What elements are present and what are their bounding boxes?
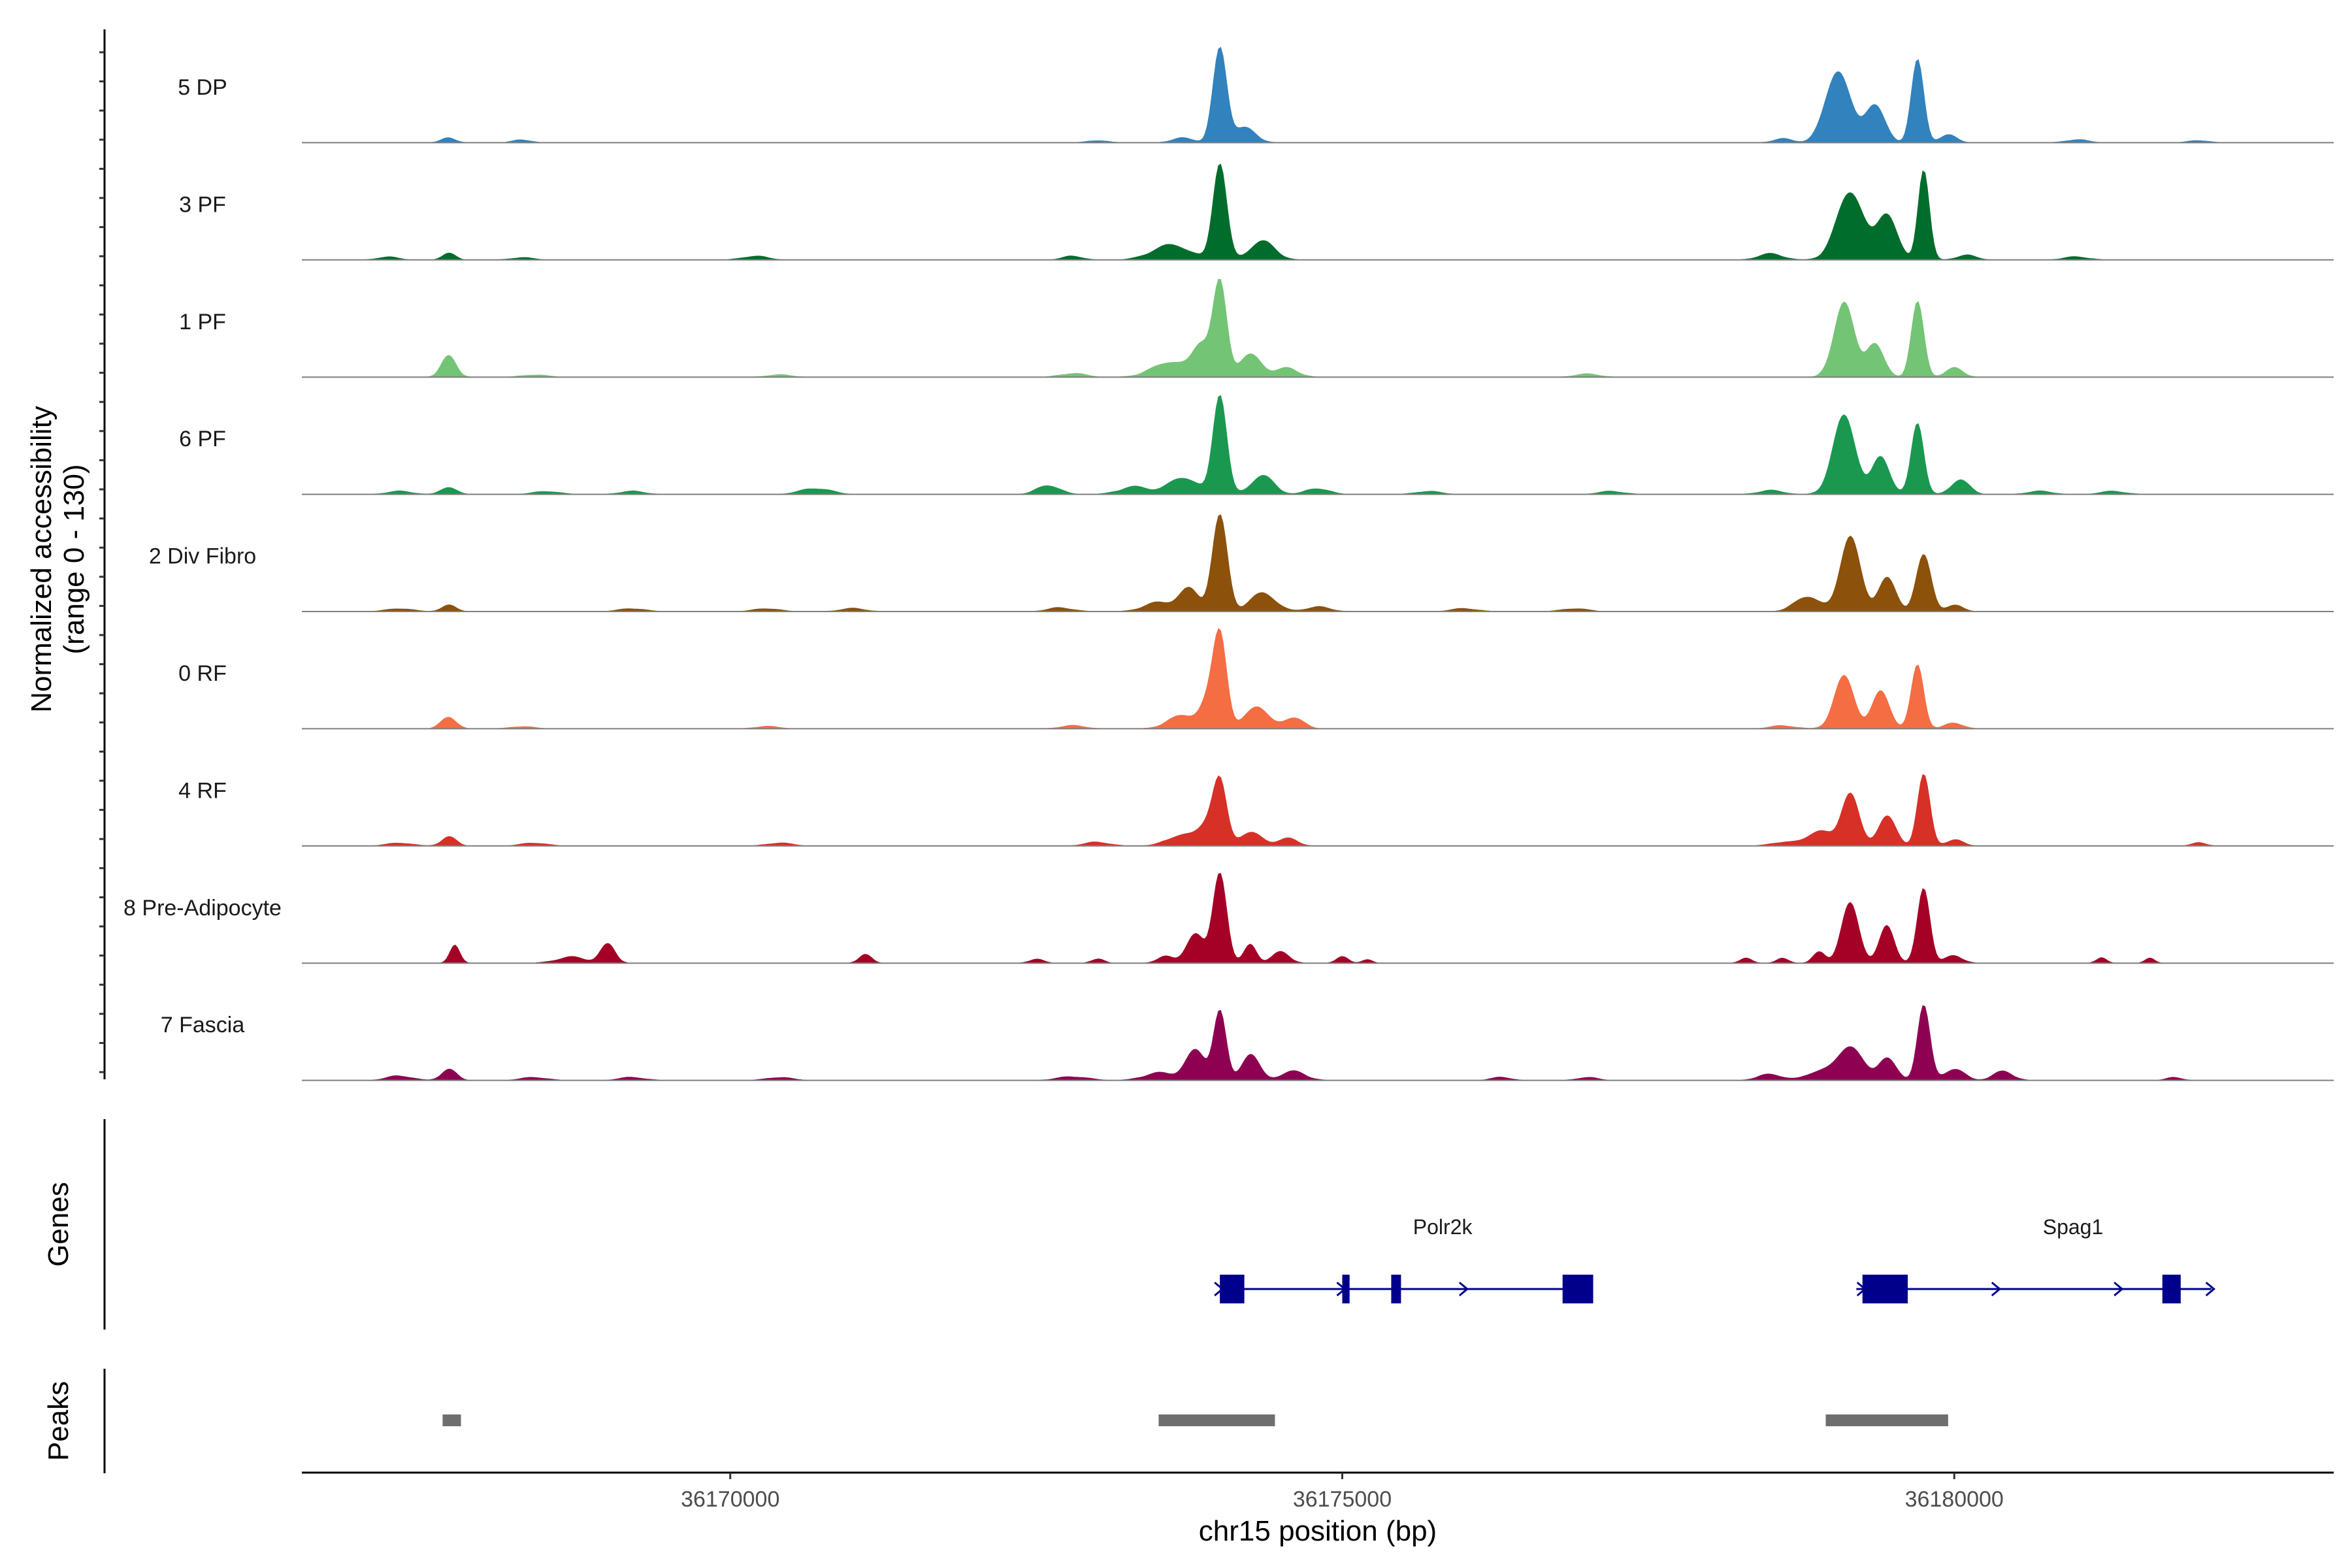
peaks-track xyxy=(442,1414,1948,1426)
gene-exon xyxy=(1862,1275,1908,1303)
track-label: 4 RF xyxy=(178,778,227,803)
peak-region xyxy=(442,1414,461,1426)
peak-region xyxy=(1825,1414,1948,1426)
track-label: 0 RF xyxy=(178,661,227,686)
x-axis-ticks: 36170000 36175000 36180000 xyxy=(681,1473,2004,1512)
coverage-tracks: 5 DP 3 PF 1 PF 6 PF 2 Div Fibro 0 RF 4 RF 8 Pre… xyxy=(123,46,2334,1081)
gene-spag1: Spag1 xyxy=(1856,1215,2215,1303)
coverage-area xyxy=(302,278,2334,378)
track-label: 3 PF xyxy=(179,192,226,217)
strand-arrow xyxy=(1214,1281,1224,1297)
track-label: 8 Pre-Adipocyte xyxy=(123,896,282,921)
gene-polr2k: Polr2k xyxy=(1214,1215,1593,1303)
track-label: 1 PF xyxy=(179,310,226,335)
strand-arrow xyxy=(1458,1281,1469,1297)
gene-name-label: Polr2k xyxy=(1413,1215,1473,1239)
coverage-area xyxy=(302,514,2334,612)
coverage-area xyxy=(302,46,2334,143)
gene-annotation-track: Polr2k Spag1 xyxy=(1214,1215,2215,1303)
strand-arrow xyxy=(2114,1281,2124,1297)
peaks-panel-label: Peaks xyxy=(42,1381,74,1461)
track-label: 6 PF xyxy=(179,427,226,451)
track-8-pre-adipocyte: 8 Pre-Adipocyte xyxy=(123,873,2334,964)
coverage-area xyxy=(302,395,2334,495)
tracks-y-ticks xyxy=(99,51,105,1073)
gene-exon xyxy=(2162,1275,2181,1303)
x-tick-label: 36175000 xyxy=(1293,1487,1392,1512)
coverage-area xyxy=(302,163,2334,261)
track-0-rf: 0 RF xyxy=(178,628,2334,730)
genes-panel-label: Genes xyxy=(42,1182,74,1267)
strand-arrow xyxy=(2205,1281,2215,1297)
track-label: 5 DP xyxy=(178,75,227,100)
strand-arrow xyxy=(1856,1281,1867,1297)
track-2-div-fibro: 2 Div Fibro xyxy=(149,514,2334,612)
y-axis-label: Normalized accessibility xyxy=(25,406,57,712)
coverage-area xyxy=(302,628,2334,729)
coverage-area xyxy=(302,774,2334,847)
track-label: 7 Fascia xyxy=(161,1013,245,1037)
gene-name-label: Spag1 xyxy=(2043,1215,2104,1239)
track-label: 2 Div Fibro xyxy=(149,544,256,569)
y-axis-label-range: (range 0 - 130) xyxy=(58,464,90,654)
coverage-area xyxy=(302,1005,2334,1081)
x-tick-label: 36180000 xyxy=(1905,1487,2004,1512)
x-tick-label: 36170000 xyxy=(681,1487,779,1512)
track-7-fascia: 7 Fascia xyxy=(161,1005,2334,1081)
track-4-rf: 4 RF xyxy=(178,774,2334,847)
peak-region xyxy=(1158,1414,1275,1426)
gene-exon xyxy=(1562,1275,1593,1303)
track-6-pf: 6 PF xyxy=(179,395,2334,495)
track-3-pf: 3 PF xyxy=(179,163,2334,261)
strand-arrow xyxy=(1336,1281,1347,1297)
strand-arrow xyxy=(1991,1281,2002,1297)
track-5-dp: 5 DP xyxy=(178,46,2334,144)
gene-exon xyxy=(1391,1275,1401,1303)
coverage-area xyxy=(302,873,2334,964)
track-1-pf: 1 PF xyxy=(179,278,2334,378)
x-axis-label: chr15 position (bp) xyxy=(1199,1515,1437,1547)
